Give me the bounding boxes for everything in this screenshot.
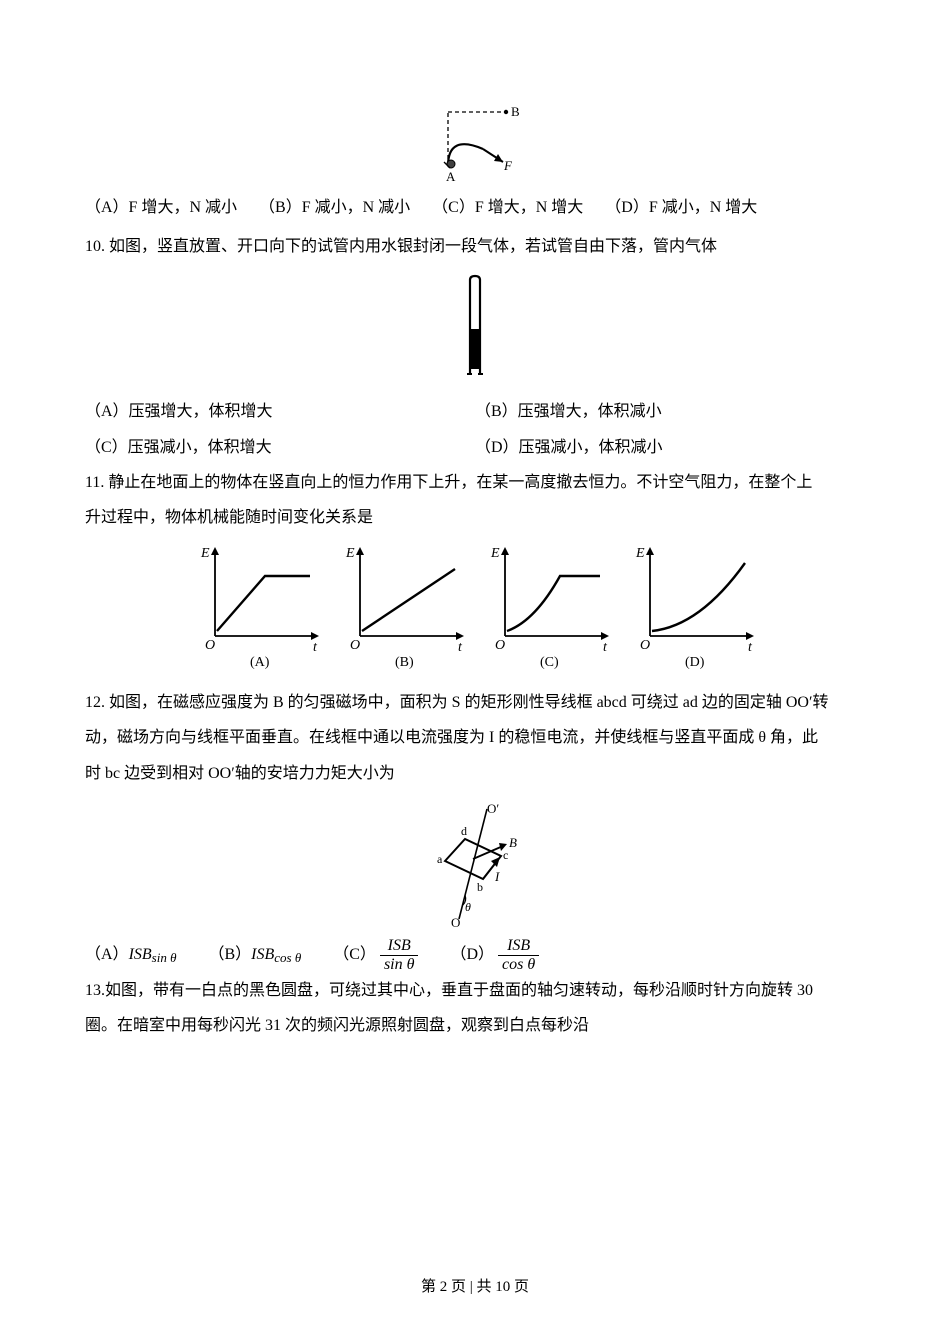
q12-A-trig: sin θ [152,950,177,965]
label-F: F [503,158,513,173]
svg-text:E: E [490,546,500,561]
q12-B-prefix: （B） [208,946,251,963]
svg-text:O: O [640,638,650,653]
q11-stem-2: 升过程中，物体机械能随时间变化关系是 [85,500,865,535]
q12-B-trig: cos θ [274,950,301,965]
q12-stem-3: 时 bc 边受到相对 OO′轴的安培力力矩大小为 [85,756,865,791]
q9-options: （A）F 增大，N 减小 （B）F 减小，N 减小 （C）F 增大，N 增大 （… [85,190,865,225]
svg-text:O: O [451,915,460,930]
q9-option-D: （D）F 减小，N 增大 [605,190,757,225]
q12-option-C: （C） ISBsin θ [333,937,418,973]
q12-D-prefix: （D） [450,946,494,963]
label-A: A [446,169,456,184]
q9-figure: A B F [85,104,865,184]
q12-C-den: sin θ [380,956,419,974]
q10-option-D: （D）压强减小，体积减小 [475,430,865,465]
svg-text:c: c [503,848,508,862]
q10-stem: 10. 如图，竖直放置、开口向下的试管内用水银封闭一段气体，若试管自由下落，管内… [85,229,865,264]
svg-text:O: O [205,638,215,653]
q12-option-A: （A）ISBsin θ [85,937,176,973]
svg-text:d: d [461,824,467,838]
q9-option-A: （A）F 增大，N 减小 [85,190,237,225]
svg-text:O′: O′ [487,801,499,816]
svg-text:O: O [495,638,505,653]
q10-option-C: （C）压强减小，体积增大 [85,430,475,465]
q11-figure: E O t (A) E O t (B) [85,541,865,671]
svg-text:E: E [345,546,355,561]
svg-text:θ: θ [465,900,471,914]
q12-stem-1: 12. 如图，在磁感应强度为 B 的匀强磁场中，面积为 S 的矩形刚性导线框 a… [85,685,865,720]
q10-options-2: （C）压强减小，体积增大 （D）压强减小，体积减小 [85,430,865,465]
q10-option-A: （A）压强增大，体积增大 [85,394,475,429]
q12-A-ISB: ISB [129,946,152,963]
q12-C-prefix: （C） [333,946,376,963]
svg-text:b: b [477,880,483,894]
label-B: B [511,104,520,119]
q12-D-den: cos θ [498,956,539,974]
q12-stem-2: 动，磁场方向与线框平面垂直。在线框中通以电流强度为 I 的稳恒电流，并使线框与竖… [85,720,865,755]
svg-text:(C): (C) [540,655,559,670]
svg-text:B: B [509,835,517,850]
svg-text:t: t [458,640,463,655]
q10-figure [85,274,865,384]
q11-stem-1: 11. 静止在地面上的物体在竖直向上的恒力作用下上升，在某一高度撤去恒力。不计空… [85,465,865,500]
q12-B-ISB: ISB [251,946,274,963]
svg-text:t: t [748,640,753,655]
svg-text:a: a [437,852,443,866]
q9-option-B: （B）F 减小，N 减小 [259,190,410,225]
svg-text:O: O [350,638,360,653]
page-footer: 第 2 页 | 共 10 页 [0,1271,950,1304]
q12-option-D: （D） ISBcos θ [450,937,539,973]
q12-D-num: ISB [498,937,539,956]
svg-text:E: E [200,546,210,561]
svg-text:t: t [603,640,608,655]
q10-options: （A）压强增大，体积增大 （B）压强增大，体积减小 [85,394,865,429]
q12-A-prefix: （A） [85,946,129,963]
q9-option-C: （C）F 增大，N 增大 [432,190,583,225]
svg-text:I: I [494,869,500,884]
svg-text:(B): (B) [395,655,414,670]
q12-C-num: ISB [380,937,419,956]
q12-options: （A）ISBsin θ （B）ISBcos θ （C） ISBsin θ （D）… [85,937,865,973]
svg-text:(D): (D) [685,655,705,670]
q10-option-B: （B）压强增大，体积减小 [475,394,865,429]
q13-stem-1: 13.如图，带有一白点的黑色圆盘，可绕过其中心，垂直于盘面的轴匀速转动，每秒沿顺… [85,973,865,1008]
svg-text:E: E [635,546,645,561]
q12-option-B: （B）ISBcos θ [208,937,301,973]
page: A B F （A）F 增大，N 减小 （B）F 减小，N 减小 （C）F 增大，… [0,0,950,1344]
svg-text:(A): (A) [250,655,270,670]
q13-stem-2: 圈。在暗室中用每秒闪光 31 次的频闪光源照射圆盘，观察到白点每秒沿 [85,1008,865,1043]
svg-text:t: t [313,640,318,655]
q12-figure: O′ O a b c d B I θ [85,801,865,931]
